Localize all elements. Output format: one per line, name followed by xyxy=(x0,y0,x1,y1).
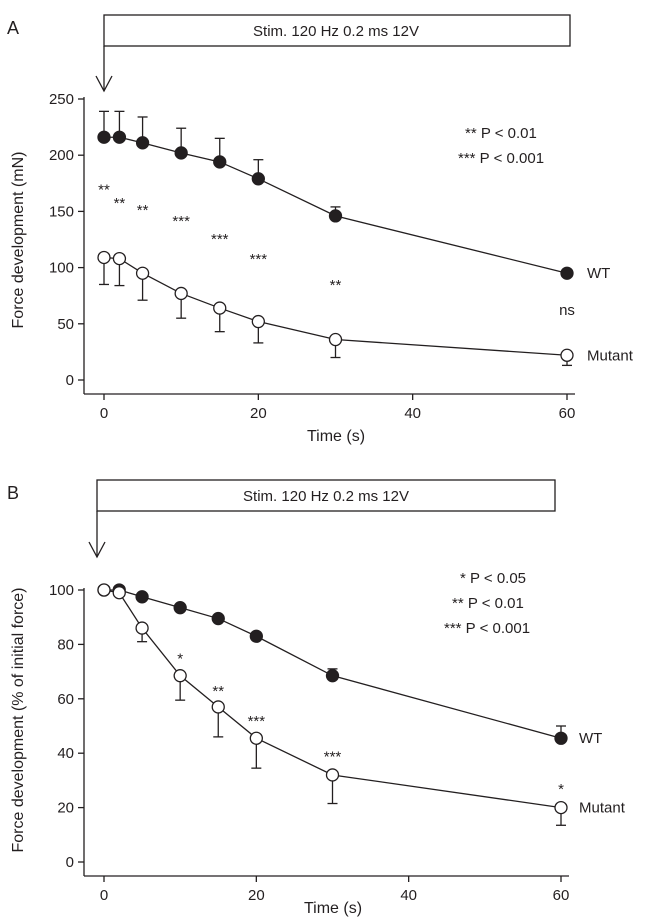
panel-a-y-tick-label: 0 xyxy=(66,372,74,389)
panel-a-y-tick-label: 200 xyxy=(49,147,74,164)
panel-a-mutant-point xyxy=(135,266,150,280)
panel-b-x-tick-label: 20 xyxy=(248,887,265,904)
panel-a-y-tick-label: 250 xyxy=(49,91,74,108)
panel-b-significance-label: ** xyxy=(212,683,224,700)
panel-a-x-axis-title: Time (s) xyxy=(307,428,365,445)
panel-b-y-tick-label: 80 xyxy=(57,636,74,653)
panel-a-stimulus-arrow-icon xyxy=(95,46,113,93)
panel-a-significance-label: ** xyxy=(137,202,149,219)
panel-a-x-tick-label: 20 xyxy=(250,405,267,422)
panel-b-mutant-series-label: Mutant xyxy=(579,800,626,817)
panel-a-significance-label: *** xyxy=(250,251,268,268)
panel-b-wt-point xyxy=(249,629,263,643)
panel-a-wt-point xyxy=(112,130,127,144)
panel-b-x-axis-title: Time (s) xyxy=(304,900,362,917)
panel-a-significance-label: ** xyxy=(330,277,342,294)
panel-b-wt-point xyxy=(135,590,149,604)
panel-b: B Stim. 120 Hz 0.2 ms 12V Force developm… xyxy=(7,479,626,917)
panel-b-mutant-point xyxy=(112,586,126,600)
panel-b-mutant-point xyxy=(211,700,225,714)
panel-a-mutant-point xyxy=(213,301,227,315)
panel-a-wt-point xyxy=(328,209,343,223)
panel-a-wt-point xyxy=(174,146,188,160)
panel-a-mutant-point xyxy=(174,286,188,301)
panel-a-significance-label: ** xyxy=(114,195,126,212)
panel-b-y-tick-label: 100 xyxy=(49,582,74,599)
panel-a-x-tick-label: 60 xyxy=(559,405,576,422)
panel-b-legend-line-3: *** P < 0.001 xyxy=(444,620,530,637)
panel-b-y-tick-label: 20 xyxy=(57,800,74,817)
panel-a-mutant-point xyxy=(328,332,343,347)
panel-b-legend-line-2: ** P < 0.01 xyxy=(452,595,524,612)
panel-a-label: A xyxy=(7,18,19,38)
panel-b-wt-point xyxy=(211,611,225,626)
panel-b-y-tick-label: 60 xyxy=(57,691,74,708)
panel-a-y-tick-label: 50 xyxy=(57,316,74,333)
panel-b-significance-label: *** xyxy=(248,713,266,730)
panel-a-significance-label: ns xyxy=(559,302,575,319)
panel-a: A Stim. 120 Hz 0.2 ms 12V Force developm… xyxy=(7,14,634,445)
panel-b-x-tick-label: 60 xyxy=(553,887,570,904)
panel-a-significance-label: *** xyxy=(172,213,190,230)
panel-b-stimulus-box xyxy=(96,479,556,512)
panel-a-mutant-point xyxy=(560,348,574,362)
panel-b-mutant-point xyxy=(325,768,340,782)
panel-b-x-tick-label: 0 xyxy=(100,887,108,904)
panel-b-legend-line-1: * P < 0.05 xyxy=(460,570,526,587)
panel-a-stimulus-label: Stim. 120 Hz 0.2 ms 12V xyxy=(253,23,419,40)
panel-b-significance-label: * xyxy=(177,650,183,667)
panel-b-x-tick-label: 40 xyxy=(400,887,417,904)
panel-b-wt-point xyxy=(554,731,568,745)
panel-a-x-tick-label: 0 xyxy=(100,405,108,422)
panel-b-mutant-point xyxy=(135,621,149,635)
panel-b-significance-label: *** xyxy=(324,748,342,765)
panel-a-x-tick-label: 40 xyxy=(404,405,421,422)
panel-a-wt-point xyxy=(213,155,227,169)
panel-a-mutant-point xyxy=(112,251,127,266)
panel-a-legend-line-1: ** P < 0.01 xyxy=(465,125,537,142)
panel-b-stimulus-label: Stim. 120 Hz 0.2 ms 12V xyxy=(243,488,409,505)
panel-b-wt-point xyxy=(173,601,187,615)
panel-b-y-tick-label: 0 xyxy=(66,854,74,871)
panel-a-legend-line-2: *** P < 0.001 xyxy=(458,150,544,167)
panel-a-wt-point xyxy=(560,266,574,280)
panel-a-wt-series-label: WT xyxy=(587,265,610,282)
panel-a-wt-point xyxy=(97,130,111,144)
panel-b-wt-point xyxy=(325,669,340,683)
panel-a-y-axis-title: Force development (mN) xyxy=(10,152,27,329)
panel-b-significance-label: * xyxy=(558,781,564,798)
panel-a-mutant-series-label: Mutant xyxy=(587,347,634,364)
panel-b-mutant-point xyxy=(249,731,263,745)
panel-a-mutant-point xyxy=(97,250,111,265)
panel-a-significance-label: ** xyxy=(98,182,110,199)
panel-a-wt-point xyxy=(251,172,265,186)
panel-b-mutant-line xyxy=(103,589,562,809)
panel-b-y-axis-title: Force development (% of initial force) xyxy=(10,588,27,853)
panel-b-y-tick-label: 40 xyxy=(57,745,74,762)
panel-a-y-tick-label: 100 xyxy=(49,260,74,277)
panel-a-y-tick-label: 150 xyxy=(49,203,74,220)
panel-a-wt-point xyxy=(135,136,150,150)
panel-b-mutant-point xyxy=(554,800,568,815)
panel-b-wt-line xyxy=(104,589,562,739)
panel-b-wt-series-label: WT xyxy=(579,730,602,747)
panel-a-stimulus-box xyxy=(103,14,571,47)
panel-b-label: B xyxy=(7,483,19,503)
panel-b-mutant-point xyxy=(173,669,187,683)
panel-a-mutant-point xyxy=(251,314,265,329)
panel-b-mutant-point xyxy=(97,583,111,597)
panel-b-stimulus-arrow-icon xyxy=(88,511,106,559)
panel-a-significance-label: *** xyxy=(211,231,229,248)
